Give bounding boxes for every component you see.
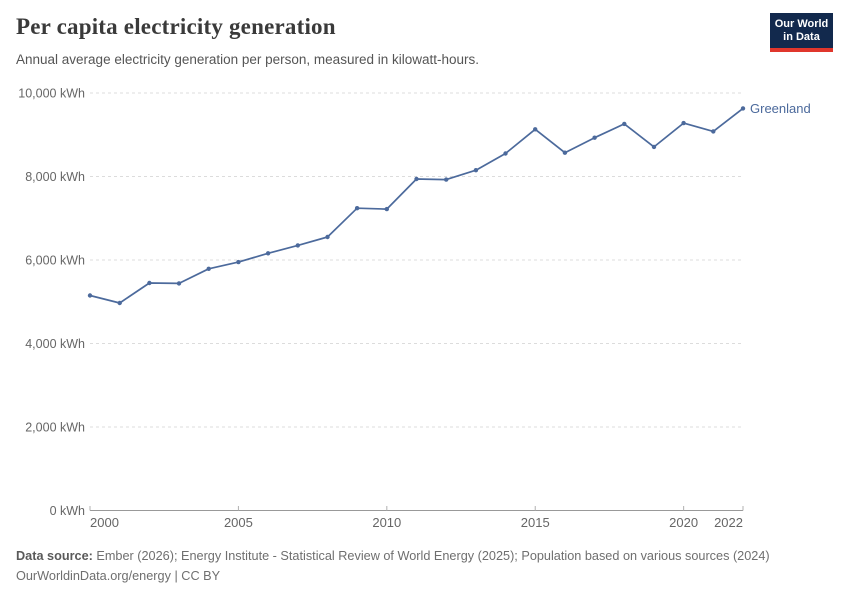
data-point[interactable] [681, 120, 686, 126]
data-point[interactable] [503, 151, 508, 156]
data-point[interactable] [562, 150, 568, 155]
data-point[interactable] [384, 206, 389, 212]
x-axis-tick-label: 2000 [90, 515, 119, 530]
data-point[interactable] [206, 266, 211, 271]
data-point[interactable] [325, 234, 330, 240]
data-point[interactable] [414, 176, 419, 182]
owid-logo-line2: in Data [783, 31, 820, 43]
data-point[interactable] [651, 144, 657, 150]
x-axis-tick-label: 2005 [224, 515, 253, 530]
data-point[interactable] [740, 106, 746, 111]
footer-separator: | [170, 569, 182, 583]
data-source-label: Data source: [16, 549, 93, 563]
data-source-line: Data source: Ember (2026); Energy Instit… [16, 546, 770, 566]
data-point[interactable] [444, 177, 449, 182]
data-point[interactable] [354, 206, 360, 211]
cc-by-link[interactable]: CC BY [181, 569, 221, 583]
data-point[interactable] [236, 259, 241, 265]
data-source-value: Ember (2026); Energy Institute - Statist… [92, 549, 770, 563]
y-axis-tick-label: 6,000 kWh [25, 254, 85, 268]
y-axis-tick-label: 0 kWh [50, 504, 85, 518]
owid-logo[interactable]: Our World in Data [770, 13, 833, 52]
series-line-greenland[interactable] [89, 107, 744, 304]
data-point[interactable] [622, 121, 627, 127]
owid-url-link[interactable]: OurWorldinData.org/energy [16, 569, 171, 583]
x-axis-tick-label: 2022 [714, 515, 743, 530]
y-axis-tick-label: 2,000 kWh [25, 421, 85, 435]
data-point[interactable] [265, 251, 271, 256]
entity-label[interactable]: Greenland [750, 101, 811, 116]
data-point[interactable] [117, 300, 122, 306]
data-point[interactable] [711, 129, 716, 134]
data-point[interactable] [295, 243, 300, 248]
owid-logo-line1: Our World [774, 18, 829, 30]
data-point[interactable] [147, 280, 152, 286]
x-axis-tick-label: 2010 [372, 515, 401, 530]
y-axis-tick-label: 8,000 kWh [25, 170, 85, 184]
page-title: Per capita electricity generation [16, 14, 336, 39]
data-point[interactable] [533, 127, 538, 132]
x-axis-tick-label: 2020 [669, 515, 698, 530]
chart-subtitle: Annual average electricity generation pe… [16, 52, 480, 67]
chart-footer: Data source: Ember (2026); Energy Instit… [16, 546, 770, 586]
x-axis-tick-label: 2015 [521, 515, 550, 530]
y-axis-tick-label: 4,000 kWh [25, 337, 85, 351]
data-point[interactable] [473, 168, 479, 173]
license-line: OurWorldinData.org/energy | CC BY [16, 566, 770, 586]
data-point[interactable] [176, 281, 182, 286]
data-point[interactable] [592, 135, 597, 140]
y-axis-tick-label: 10,000 kWh [18, 87, 85, 101]
data-point[interactable] [87, 293, 93, 298]
